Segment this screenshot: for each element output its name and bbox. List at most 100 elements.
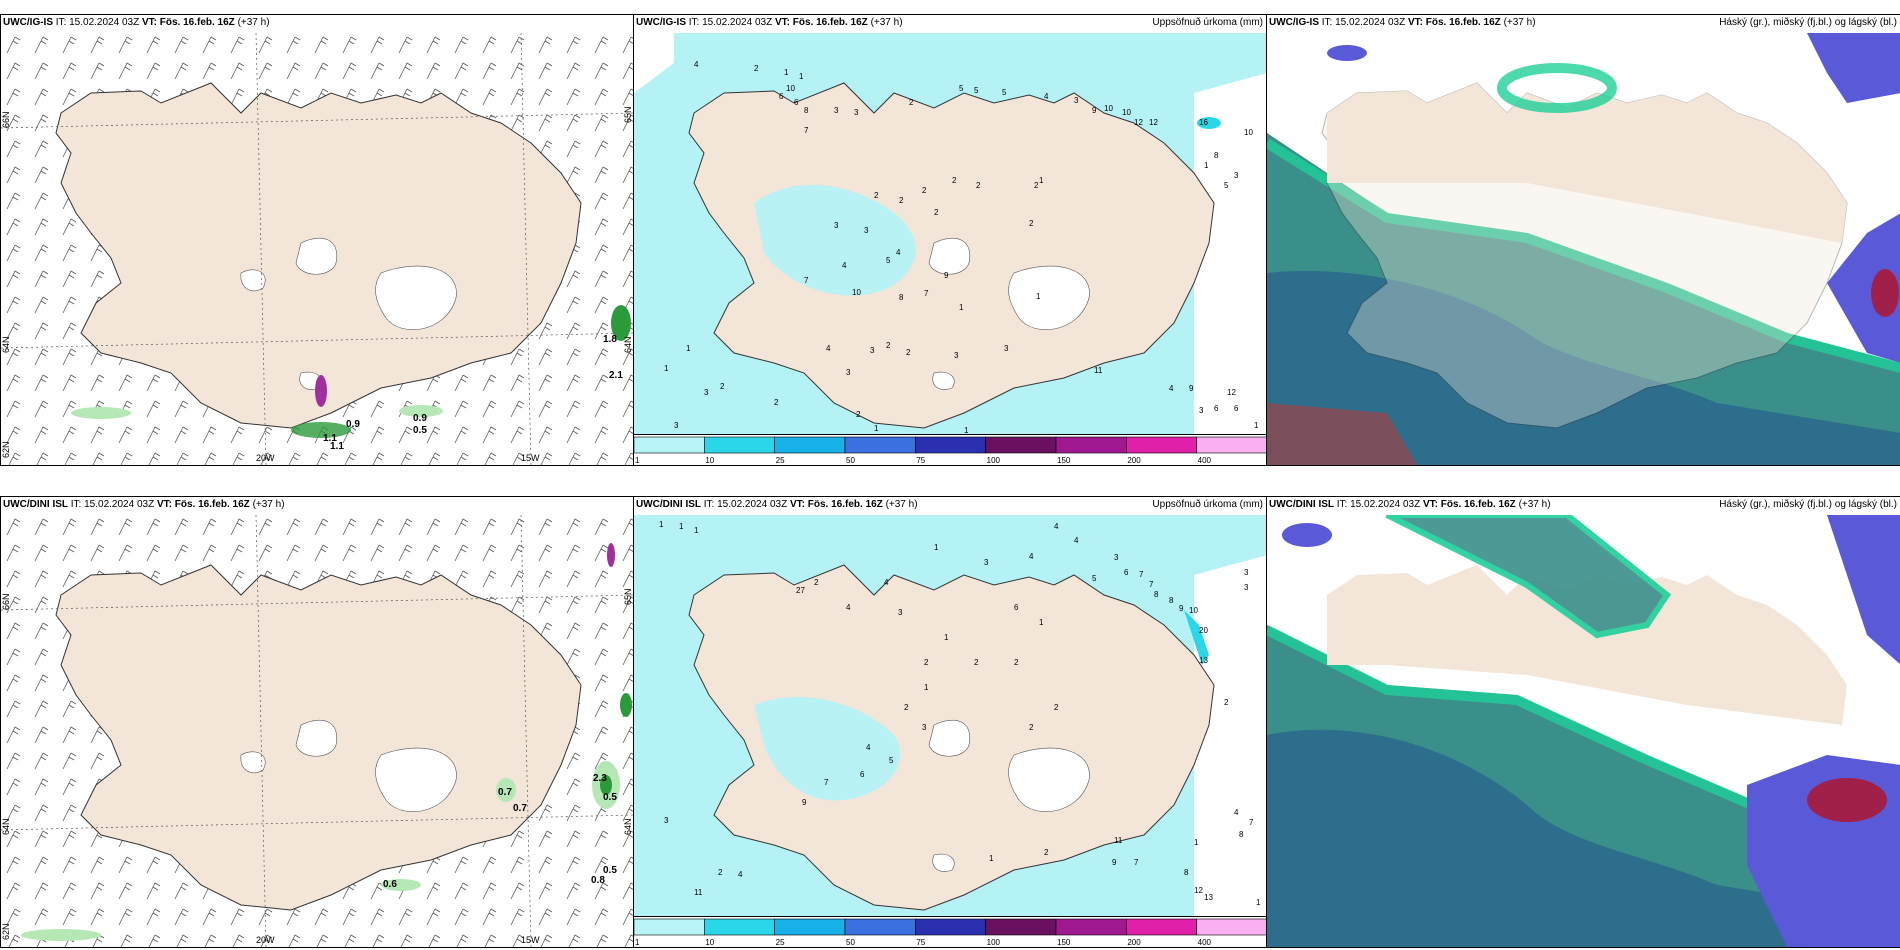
panel-header: UWC/DINI ISL IT: 15.02.2024 03Z VT: Fös.… xyxy=(636,499,918,511)
panel-precip-igis: UWC/IG-IS IT: 15.02.2024 03Z VT: Fös. 16… xyxy=(633,14,1268,466)
panel-precip-dini: UWC/DINI ISL IT: 15.02.2024 03Z VT: Fös.… xyxy=(633,496,1268,948)
svg-text:8: 8 xyxy=(899,293,904,302)
svg-text:7: 7 xyxy=(924,289,929,298)
svg-text:10: 10 xyxy=(1244,128,1253,137)
colorbar-tick: 1 xyxy=(635,456,640,465)
vt-value: Fös. 16.feb. 16Z xyxy=(159,17,235,28)
panel-right-title: Uppsöfnuð úrkoma (mm) xyxy=(1152,17,1263,28)
lat-label: 62N xyxy=(1,441,11,458)
vt-label: VT: xyxy=(789,499,805,510)
lat-label: 65N xyxy=(623,106,633,123)
svg-text:8: 8 xyxy=(1214,151,1219,160)
svg-text:6: 6 xyxy=(1124,568,1129,577)
svg-text:1: 1 xyxy=(1039,176,1044,185)
svg-text:3: 3 xyxy=(984,558,989,567)
svg-text:2: 2 xyxy=(924,658,929,667)
svg-text:9: 9 xyxy=(1189,384,1194,393)
panel-wind-dini: UWC/DINI ISL IT: 15.02.2024 03Z VT: Fös.… xyxy=(0,496,635,948)
precip-map: 1 1 1 4 4 2 1 3 4 3 5 6 7 7 8 8 9 10 27 … xyxy=(634,515,1267,917)
svg-text:1: 1 xyxy=(989,854,994,863)
svg-text:2: 2 xyxy=(856,410,861,419)
value-label: 1.8 xyxy=(603,334,617,345)
svg-text:4: 4 xyxy=(1169,384,1174,393)
svg-text:5: 5 xyxy=(886,256,891,265)
svg-text:4: 4 xyxy=(884,578,889,587)
lat-label: 66N xyxy=(1,111,11,128)
lon-label: 20W xyxy=(256,935,275,945)
svg-text:4: 4 xyxy=(1074,536,1079,545)
svg-text:6: 6 xyxy=(794,98,799,107)
svg-text:1: 1 xyxy=(874,424,879,433)
svg-text:1: 1 xyxy=(1256,898,1261,907)
svg-text:1: 1 xyxy=(924,683,929,692)
lon-label: 15W xyxy=(521,935,540,945)
glacier-vatnajokull xyxy=(375,265,457,330)
colorbar-tick: 10 xyxy=(705,938,714,947)
svg-text:9: 9 xyxy=(802,798,807,807)
svg-text:3: 3 xyxy=(954,351,959,360)
colorbar-swatch xyxy=(985,918,1057,936)
vt-value: Fös. 16.feb. 16Z xyxy=(807,499,883,510)
it-label: IT: xyxy=(1336,499,1348,510)
svg-text:9: 9 xyxy=(1092,106,1097,115)
svg-text:10: 10 xyxy=(852,288,861,297)
svg-text:10: 10 xyxy=(1122,108,1131,117)
svg-text:3: 3 xyxy=(1199,406,1204,415)
colorbar-swatch xyxy=(1196,436,1267,454)
colorbar-swatch xyxy=(774,436,846,454)
svg-text:4: 4 xyxy=(1029,552,1034,561)
colorbar-tick: 100 xyxy=(987,938,1001,947)
value-label: 0.5 xyxy=(413,425,427,436)
svg-text:7: 7 xyxy=(1149,580,1154,589)
panel-right-title: Háský (gr.), miðský (fj.bl.) og lágský (… xyxy=(1719,17,1897,28)
svg-text:3: 3 xyxy=(1244,568,1249,577)
high-cloud-patch xyxy=(1385,515,1672,639)
lat-label: 64N xyxy=(623,818,633,835)
svg-text:1: 1 xyxy=(934,543,939,552)
svg-text:4: 4 xyxy=(694,60,699,69)
svg-text:4: 4 xyxy=(842,261,847,270)
map-area: 1.8 2.1 0.9 0.5 0.9 1.1 1.1 20W 15W 66N … xyxy=(1,33,634,465)
colorbar-tick: 75 xyxy=(916,938,925,947)
glacier-vatnajokull xyxy=(1008,265,1090,330)
low-cloud-patch xyxy=(1827,515,1900,665)
svg-text:4: 4 xyxy=(1234,808,1239,817)
svg-text:3: 3 xyxy=(704,388,709,397)
svg-text:2: 2 xyxy=(1014,658,1019,667)
svg-text:12: 12 xyxy=(1227,388,1236,397)
precip-cell xyxy=(71,407,131,419)
colorbar-svg: 1 10 25 50 75 100 150 200 400 xyxy=(634,918,1267,947)
it-label: IT: xyxy=(703,499,715,510)
svg-text:8: 8 xyxy=(1154,590,1159,599)
map-area xyxy=(1267,515,1900,947)
svg-text:2: 2 xyxy=(1054,703,1059,712)
colorbar-tick: 150 xyxy=(1057,938,1071,947)
value-label: 0.7 xyxy=(498,787,512,798)
colorbar-swatch xyxy=(634,436,705,454)
svg-text:13: 13 xyxy=(1199,656,1208,665)
colorbar-swatch xyxy=(704,918,775,936)
precip-map: 4 2 1 1 6 10 6 8 7 3 3 2 5 5 5 4 3 9 10 … xyxy=(634,33,1267,435)
value-label: 1.1 xyxy=(330,441,344,452)
colorbar-tick: 75 xyxy=(916,456,925,465)
svg-text:5: 5 xyxy=(1002,88,1007,97)
svg-text:2: 2 xyxy=(909,98,914,107)
svg-text:2: 2 xyxy=(874,191,879,200)
svg-text:5: 5 xyxy=(1092,574,1097,583)
svg-text:1: 1 xyxy=(1036,292,1041,301)
value-label: 0.9 xyxy=(413,413,427,424)
svg-text:9: 9 xyxy=(1179,604,1184,613)
colorbar-tick: 150 xyxy=(1057,456,1071,465)
colorbar-swatch xyxy=(915,918,986,936)
value-label: 0.9 xyxy=(346,419,360,430)
panel-header: UWC/DINI ISL IT: 15.02.2024 03Z VT: Fös.… xyxy=(1269,499,1551,511)
cloud-map xyxy=(1267,33,1900,465)
it-label: IT: xyxy=(1321,17,1333,28)
svg-text:3: 3 xyxy=(1234,171,1239,180)
colorbar-swatch xyxy=(915,436,986,454)
lat-label: 62N xyxy=(1,923,11,940)
precip-cell xyxy=(399,405,443,417)
svg-text:10: 10 xyxy=(1189,606,1198,615)
svg-text:5: 5 xyxy=(1224,181,1229,190)
colorbar-tick: 10 xyxy=(705,456,714,465)
